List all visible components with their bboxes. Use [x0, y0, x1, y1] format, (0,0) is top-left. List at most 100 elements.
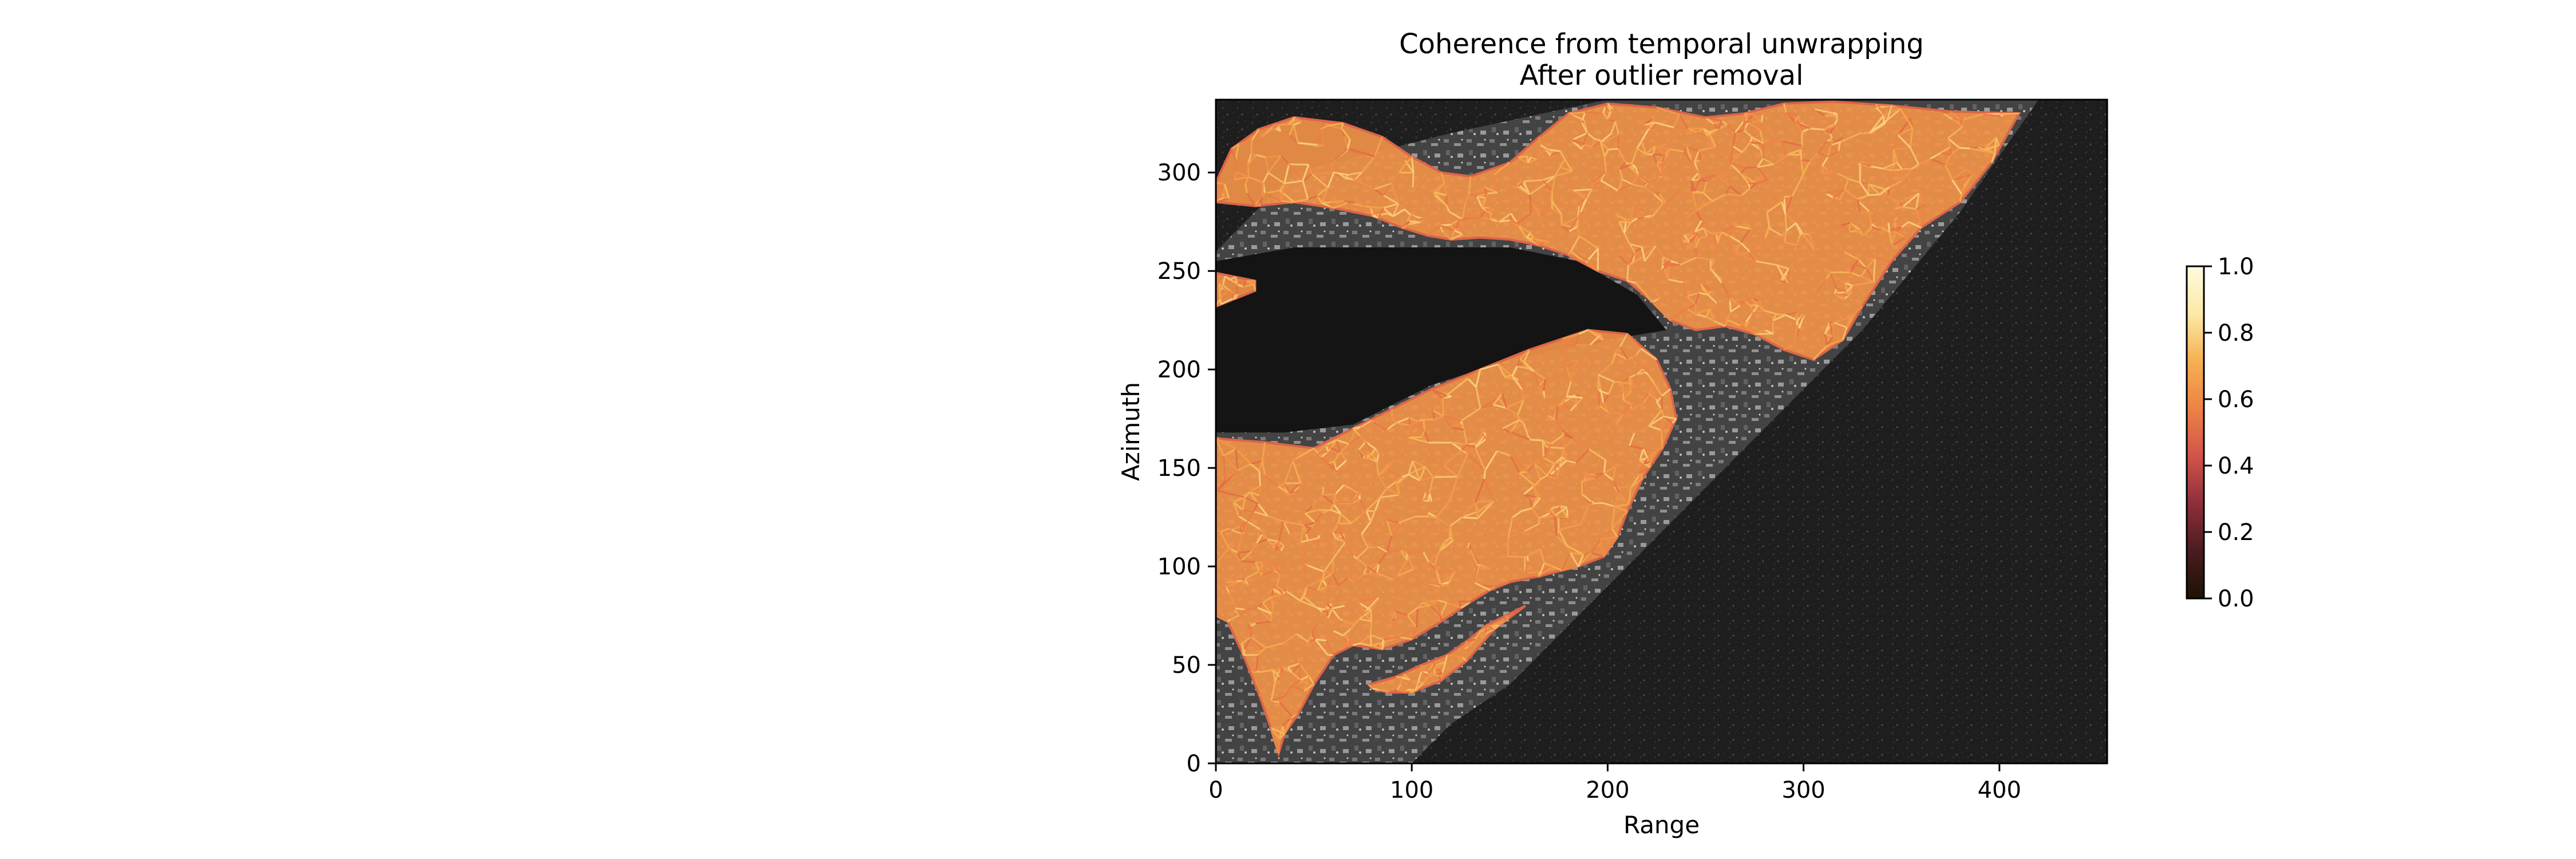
network-edge [1428, 551, 1440, 564]
network-edge [1894, 220, 1902, 228]
network-edge [1369, 621, 1373, 635]
network-edge [1534, 485, 1538, 498]
network-edge [1244, 497, 1258, 505]
network-edge [1629, 373, 1637, 379]
network-edge [1443, 182, 1448, 196]
network-edge [1346, 139, 1351, 149]
network-edge [1222, 276, 1226, 286]
network-edge [1388, 689, 1398, 693]
network-edge [1251, 136, 1262, 141]
network-edge [1568, 226, 1578, 233]
network-edge [1261, 534, 1268, 540]
network-edge [1529, 184, 1544, 196]
network-edge [1519, 472, 1535, 486]
network-edge [1224, 184, 1230, 199]
network-edge [1739, 301, 1746, 306]
network-edge [1428, 476, 1435, 494]
network-edge [1337, 523, 1342, 534]
network-edge [1350, 493, 1360, 505]
network-edge [1433, 668, 1436, 675]
network-edge [1469, 549, 1479, 566]
network-edge [1735, 120, 1745, 133]
network-edge [1365, 442, 1373, 454]
network-edge [1635, 282, 1652, 301]
network-edge [1860, 182, 1869, 185]
network-edge [1481, 206, 1486, 211]
network-edge [1450, 230, 1456, 240]
network-edge [1600, 132, 1612, 143]
network-edge [1257, 647, 1267, 656]
network-edge [1270, 727, 1285, 735]
network-edge [1449, 211, 1463, 220]
network-edge [1619, 168, 1623, 180]
network-edge [1849, 222, 1858, 231]
network-edge [1333, 202, 1348, 209]
network-edge [1294, 198, 1309, 203]
network-edge [1795, 222, 1803, 234]
network-edge [1635, 348, 1642, 356]
network-edge [1502, 419, 1520, 430]
network-edge [1411, 156, 1415, 173]
network-edge [1611, 506, 1615, 529]
network-edge [1322, 609, 1327, 613]
network-edge [1566, 396, 1578, 404]
network-edge [1479, 207, 1483, 219]
network-edge [1590, 551, 1604, 558]
network-edge [1287, 663, 1300, 668]
network-edge [1332, 573, 1340, 586]
network-edge [1259, 669, 1274, 673]
network-edge [1281, 725, 1286, 734]
network-edge [1423, 431, 1430, 443]
network-edge [1733, 223, 1747, 227]
network-edge [1408, 417, 1419, 423]
network-edge [1843, 251, 1852, 273]
network-edge [1319, 129, 1325, 146]
network-edge [1784, 214, 1788, 231]
network-edge [1258, 693, 1272, 702]
network-edge [1238, 139, 1253, 145]
network-edge [1283, 719, 1293, 735]
network-edge [1990, 153, 1996, 163]
network-edge [1700, 174, 1717, 180]
network-edge [1246, 511, 1254, 522]
network-edge [1606, 103, 1611, 112]
network-edge [1760, 114, 1764, 123]
network-edge [1321, 571, 1325, 580]
network-edge [1428, 673, 1436, 677]
network-edge [1614, 505, 1628, 513]
network-edge [1614, 121, 1619, 135]
network-edge [1852, 281, 1874, 287]
network-edge [1858, 200, 1871, 213]
network-edge [1647, 177, 1659, 183]
network-edge [1463, 649, 1468, 661]
network-edge [1844, 282, 1853, 287]
network-edge [1532, 238, 1540, 246]
network-edge [1216, 438, 1236, 450]
network-edge [1518, 155, 1528, 159]
network-edge [1516, 399, 1525, 416]
network-edge [1896, 162, 1903, 170]
network-edge [1534, 479, 1541, 486]
network-edge [1277, 485, 1290, 494]
network-edge [1433, 475, 1458, 478]
network-edge [1258, 471, 1261, 486]
network-edge [1732, 132, 1736, 147]
network-edge [1240, 560, 1256, 563]
network-edge [1547, 474, 1557, 480]
network-edge [1763, 157, 1774, 166]
network-edge [1474, 447, 1486, 471]
network-edge [1344, 541, 1354, 557]
network-edge [1630, 477, 1643, 489]
network-edge [1421, 671, 1429, 677]
network-edge [1850, 271, 1862, 278]
network-edge [1824, 333, 1828, 346]
network-edge [1420, 431, 1425, 438]
network-edge [1570, 362, 1576, 382]
network-edge [1475, 432, 1483, 444]
network-edge [1437, 599, 1447, 604]
network-edge [1793, 115, 1800, 123]
network-edge [1401, 676, 1411, 681]
network-edge [1423, 419, 1425, 432]
network-edge [1510, 455, 1529, 472]
network-edge [1475, 387, 1481, 409]
